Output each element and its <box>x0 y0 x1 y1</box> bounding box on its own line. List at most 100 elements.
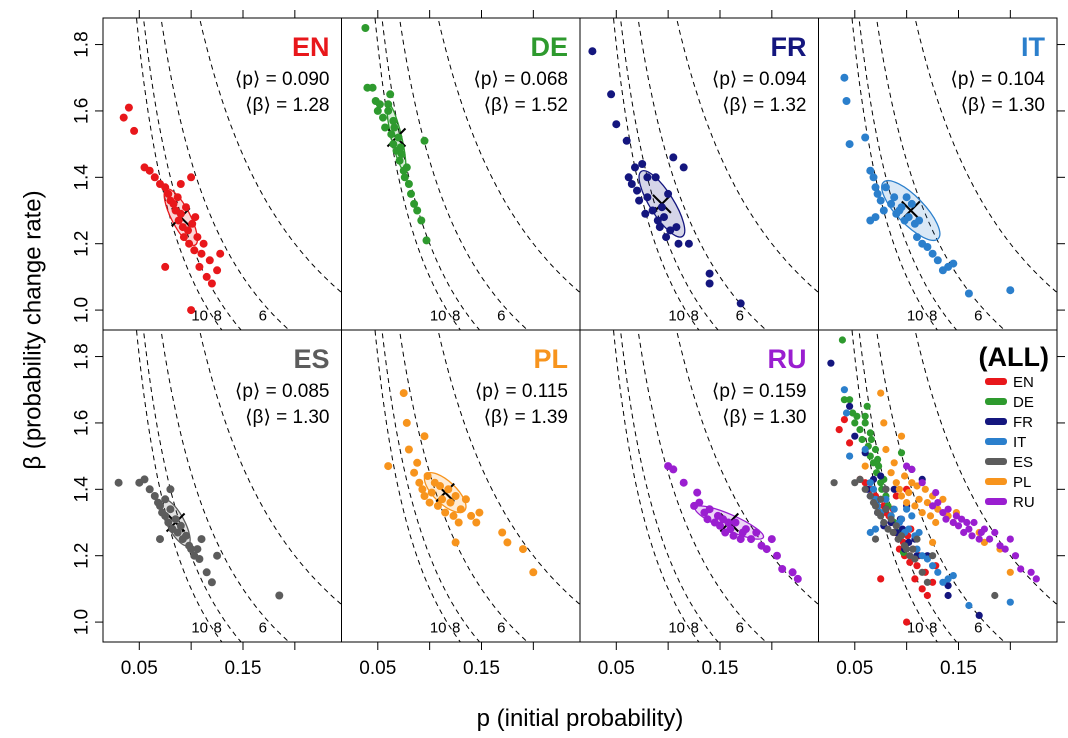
data-point <box>875 462 883 470</box>
data-point <box>892 522 900 530</box>
data-point <box>451 538 460 547</box>
data-point <box>918 508 926 517</box>
data-point <box>767 535 776 544</box>
contour-label-8: 8 <box>214 307 222 324</box>
contour-line-6 <box>637 330 767 642</box>
data-point <box>934 505 942 513</box>
data-point <box>845 140 854 149</box>
data-point <box>928 249 937 258</box>
data-point <box>161 262 170 271</box>
mean-beta-stat: ⟨β⟩ = 1.52 <box>484 95 568 116</box>
data-point <box>853 412 861 420</box>
panel-frame <box>102 17 342 331</box>
mean-beta-stat: ⟨β⟩ = 1.32 <box>722 95 806 116</box>
data-point <box>193 545 202 554</box>
data-point <box>397 150 406 159</box>
data-point <box>213 551 222 560</box>
panel-ru: 10 8 6 RU ⟨p⟩ = 0.159 ⟨β⟩ = 1.30 0.05 0.15 <box>579 329 819 679</box>
data-point <box>705 269 714 278</box>
data-point <box>880 518 888 527</box>
data-point <box>861 479 869 487</box>
data-point <box>887 199 896 208</box>
data-point <box>762 545 771 554</box>
contour-line-4 <box>676 18 819 293</box>
contour-label-8: 8 <box>691 619 699 636</box>
data-point <box>939 578 947 586</box>
data-point <box>729 531 738 540</box>
data-point <box>361 24 370 32</box>
data-point <box>461 495 470 504</box>
data-point <box>895 485 904 493</box>
data-point <box>877 472 885 480</box>
data-point <box>166 485 175 494</box>
data-point <box>454 518 463 527</box>
data-point <box>207 578 216 587</box>
legend-label-de: DE <box>1013 394 1034 411</box>
data-point <box>856 475 864 483</box>
data-point <box>890 459 898 467</box>
legend-swatch-en <box>985 378 1007 385</box>
contour-line-8 <box>858 18 958 330</box>
data-point <box>892 479 900 487</box>
data-point <box>395 156 404 165</box>
data-point <box>861 412 869 420</box>
y-tick-label: 1.6 <box>72 98 93 124</box>
legend-label-en: EN <box>1013 374 1034 391</box>
data-point <box>451 492 460 500</box>
data-point <box>1001 545 1009 553</box>
data-point <box>949 572 957 580</box>
data-point <box>866 452 874 460</box>
data-point <box>892 492 900 500</box>
contour-label-10: 10 <box>191 619 208 636</box>
data-point <box>731 518 740 527</box>
data-point <box>191 213 200 222</box>
data-point <box>384 106 393 115</box>
data-point <box>944 582 952 590</box>
data-point <box>903 505 911 513</box>
data-point <box>164 189 173 198</box>
data-point <box>929 562 937 570</box>
data-point <box>901 472 909 480</box>
contour-line-6 <box>876 18 1006 330</box>
data-point <box>907 199 916 208</box>
data-point <box>915 495 923 503</box>
data-point <box>438 495 447 504</box>
data-point <box>679 478 688 487</box>
contour-line-10 <box>374 18 462 330</box>
panel-frame <box>579 329 819 643</box>
data-point <box>184 226 192 235</box>
data-point <box>906 558 914 566</box>
data-point <box>788 568 797 577</box>
data-point <box>150 492 159 500</box>
data-point <box>124 103 133 112</box>
data-point <box>705 279 714 288</box>
data-point <box>881 183 890 192</box>
data-point <box>996 542 1004 550</box>
data-point <box>199 239 208 248</box>
contour-line-4 <box>199 330 342 605</box>
data-point <box>877 389 885 397</box>
data-point <box>402 163 411 172</box>
data-point <box>169 199 178 208</box>
data-point <box>866 166 875 175</box>
panel-frame <box>818 17 1058 331</box>
data-point <box>980 525 989 533</box>
data-point <box>456 505 465 514</box>
data-point <box>778 565 787 573</box>
data-point <box>394 133 403 142</box>
data-point <box>871 213 880 222</box>
data-point <box>197 535 206 544</box>
x-tick-label: 0.05 <box>598 658 635 679</box>
data-point <box>846 402 854 410</box>
panel-frame <box>579 17 819 331</box>
data-point <box>913 535 921 543</box>
y-tick-label: 1.8 <box>72 343 93 369</box>
data-point <box>863 402 871 410</box>
data-point <box>880 419 888 427</box>
data-point <box>923 591 932 600</box>
data-point <box>840 416 849 424</box>
contour-line-6 <box>160 330 290 642</box>
data-point <box>669 153 678 162</box>
data-point <box>846 396 854 404</box>
data-point <box>207 279 216 288</box>
